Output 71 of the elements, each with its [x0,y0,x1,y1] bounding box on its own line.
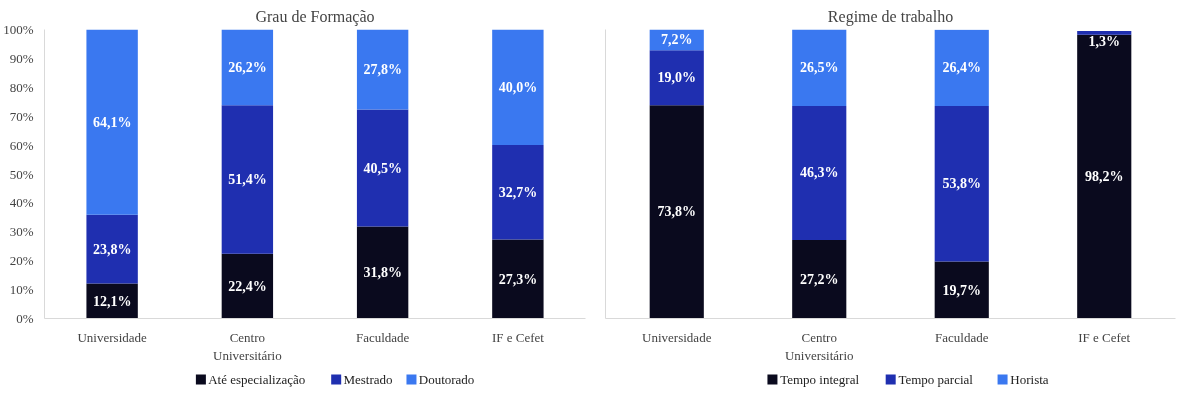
data-label: 12,1% [92,293,132,309]
data-label: 26,4% [942,60,981,76]
y-tick-label: 30% [9,224,34,240]
bar [492,145,544,240]
bar [492,239,544,319]
data-label: 64,1% [92,114,132,130]
data-label: 98,2% [1085,169,1124,185]
bar [221,253,274,319]
data-label: 19,7% [942,282,981,298]
bar [86,29,138,215]
bar [356,226,409,319]
legend-label: Tempo parcial [898,372,974,387]
data-label: 32,7% [498,184,538,200]
x-tick-label: Faculdade [355,329,410,345]
y-tick-label: 80% [9,79,34,95]
data-label: 53,8% [942,176,981,192]
bar [1077,34,1132,319]
bar [356,109,409,227]
bar [1077,30,1132,35]
y-tick-label: 90% [9,50,34,66]
legend-label: Tempo integral [780,372,860,387]
bar [934,106,989,262]
data-label: 26,5% [800,60,839,76]
y-tick-label: 10% [9,282,34,298]
y-tick-label: 100% [3,22,34,37]
y-tick-label: 70% [9,108,34,124]
bar [221,29,274,106]
data-label: 26,2% [228,59,267,75]
x-tick-label: Centro Universitário [784,329,854,363]
data-label: 19,0% [657,70,696,86]
bar [649,50,704,106]
data-label: 7,2% [661,32,693,48]
x-tick-label: Universidade [77,329,148,345]
bar [792,239,847,319]
bar [649,105,704,319]
x-tick-label: Faculdade [935,329,989,345]
bar [492,29,544,146]
chart-title: Grau de Formação [255,7,375,26]
data-label: 27,2% [800,271,839,287]
data-label: 46,3% [800,165,839,181]
bar [221,105,274,254]
x-tick-label: IF e Cefet [491,329,545,345]
y-tick-label: 50% [9,166,34,182]
bar [792,29,847,107]
chart-title: Regime de trabalho [827,7,954,26]
x-tick-label: Universidade [642,329,712,345]
data-label: 22,4% [228,278,267,294]
bar [86,214,138,284]
x-tick-label: Centro Universitário [213,329,282,363]
data-label: 27,3% [498,271,538,287]
y-tick-label: 40% [9,195,34,211]
y-tick-label: 60% [9,137,34,153]
data-label: 51,4% [228,171,267,187]
legend-label: Doutorado [418,372,475,387]
y-tick-label: 20% [9,253,34,269]
bar [934,261,989,319]
bar [356,29,409,110]
data-label: 40,0% [498,79,538,95]
data-label: 23,8% [92,241,132,257]
bar [792,106,847,240]
legend-label: Até especialização [208,372,306,387]
data-label: 40,5% [363,160,402,176]
data-label: 1,3% [1088,34,1120,50]
data-label: 73,8% [657,204,696,220]
bar [934,29,989,107]
y-tick-label: 0% [16,311,34,326]
x-tick-label: IF e Cefet [1078,329,1131,345]
legend-label: Horista [1010,372,1049,387]
data-label: 27,8% [363,61,402,77]
data-label: 31,8% [363,265,402,281]
legend-label: Mestrado [343,372,393,387]
